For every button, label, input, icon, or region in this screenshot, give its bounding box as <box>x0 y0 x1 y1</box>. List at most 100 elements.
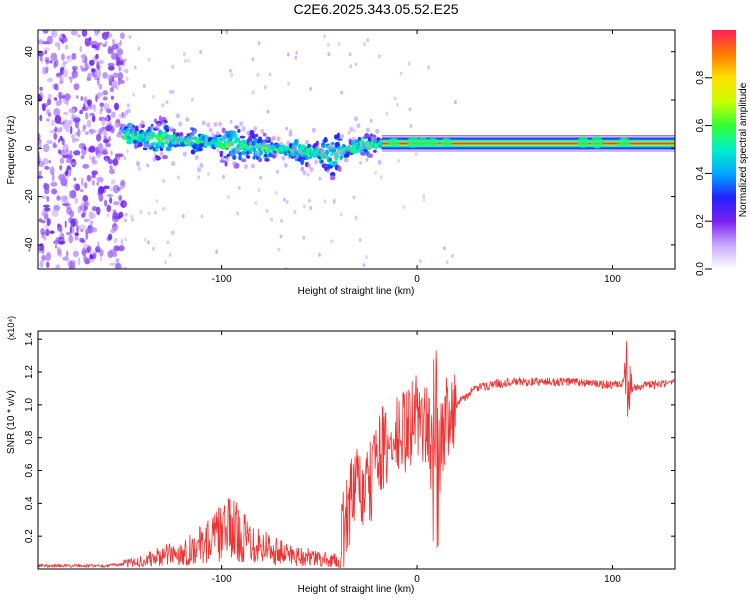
noise-cell <box>119 40 122 46</box>
noise-cell <box>68 190 73 199</box>
noise-cell <box>59 80 63 84</box>
noise-cell <box>365 157 369 162</box>
line-core <box>381 142 675 145</box>
noise-cell <box>102 72 108 79</box>
band-cell <box>211 132 216 138</box>
noise-cell <box>147 211 151 216</box>
noise-cell <box>40 227 45 235</box>
band-cell <box>204 138 208 144</box>
band-cell <box>248 141 253 147</box>
band-cell <box>199 162 204 168</box>
noise-cell <box>101 31 109 40</box>
noise-cell <box>71 52 77 60</box>
noise-cell <box>44 166 50 170</box>
band-cell <box>158 129 163 136</box>
noise-cell <box>318 252 321 257</box>
noise-cell <box>108 136 111 142</box>
noise-cell <box>164 260 167 265</box>
noise-cell <box>89 212 96 219</box>
noise-cell <box>98 42 103 46</box>
noise-cell <box>80 154 85 160</box>
band-cell <box>272 135 276 141</box>
noise-cell <box>116 133 123 138</box>
noise-cell <box>76 95 79 99</box>
y-tick-label: 0.8 <box>24 430 35 444</box>
noise-cell <box>54 114 62 124</box>
noise-cell <box>52 142 57 149</box>
noise-cell <box>58 138 60 143</box>
noise-cell <box>38 39 44 45</box>
band-cell <box>293 138 299 146</box>
noise-cell <box>51 119 55 127</box>
band-cell <box>161 121 166 127</box>
noise-cell <box>96 176 103 182</box>
noise-cell <box>118 195 123 202</box>
noise-cell <box>85 131 89 136</box>
noise-cell <box>73 150 81 156</box>
noise-cell <box>124 212 128 217</box>
noise-cell <box>303 204 306 209</box>
noise-cell <box>285 126 289 131</box>
noise-cell <box>323 34 326 39</box>
noise-cell <box>111 224 118 228</box>
snr-panel: -100 0 100 0.2 0.4 0.6 0.8 1.0 1.2 1.4 Height of … <box>6 316 676 595</box>
noise-cell <box>125 76 129 81</box>
noise-cell <box>77 205 82 214</box>
y-tick-label: 0.4 <box>24 496 35 510</box>
y-tick-label: -40 <box>24 237 35 252</box>
noise-cell <box>64 170 69 176</box>
noise-cell <box>90 129 97 134</box>
noise-cell <box>414 152 418 157</box>
noise-cell <box>59 165 63 171</box>
snr-series-line <box>38 341 675 569</box>
noise-cell <box>54 245 58 249</box>
noise-cell <box>70 30 78 36</box>
noise-cell <box>359 160 362 165</box>
noise-cell <box>81 30 88 37</box>
noise-cell <box>308 198 311 203</box>
noise-cell <box>155 199 159 204</box>
noise-cell <box>68 154 73 161</box>
noise-cell <box>46 251 51 257</box>
noise-cell <box>275 191 278 195</box>
noise-cell <box>91 115 96 123</box>
noise-cell <box>44 207 51 212</box>
noise-cell <box>83 201 90 207</box>
noise-cell <box>45 261 50 268</box>
noise-cell <box>98 177 104 184</box>
noise-cell <box>69 161 78 166</box>
band-cell <box>264 153 268 158</box>
noise-cell <box>85 106 92 110</box>
band-cell <box>225 156 230 162</box>
noise-cell <box>366 38 370 43</box>
noise-cell <box>130 214 133 219</box>
noise-cell <box>65 44 69 50</box>
band-cell <box>304 139 309 145</box>
band-cell <box>337 150 342 156</box>
colorbar: 0.0 0.2 0.4 0.6 0.8 Normalized spectral ampl… <box>695 30 749 276</box>
band-cell <box>162 154 168 160</box>
noise-cell <box>113 237 118 244</box>
noise-cell <box>229 119 233 124</box>
spectrogram-plot-area <box>38 30 675 269</box>
line-bump <box>618 137 631 148</box>
noise-cell <box>100 106 103 113</box>
noise-cell <box>46 118 50 122</box>
band-cell <box>218 121 223 127</box>
band-cell <box>133 143 138 149</box>
noise-cell <box>182 52 186 56</box>
band-cell <box>238 155 242 161</box>
band-cell <box>333 153 337 159</box>
noise-cell <box>93 30 100 37</box>
noise-cell <box>251 90 255 95</box>
noise-cell <box>79 65 84 69</box>
noise-cell <box>107 46 113 55</box>
noise-cell <box>97 92 104 97</box>
noise-cell <box>92 180 95 186</box>
noise-cell <box>190 97 194 102</box>
noise-cell <box>264 85 267 90</box>
noise-cell <box>108 65 115 71</box>
noise-cell <box>270 217 273 222</box>
noise-cell <box>45 65 49 72</box>
noise-cell <box>83 218 90 222</box>
